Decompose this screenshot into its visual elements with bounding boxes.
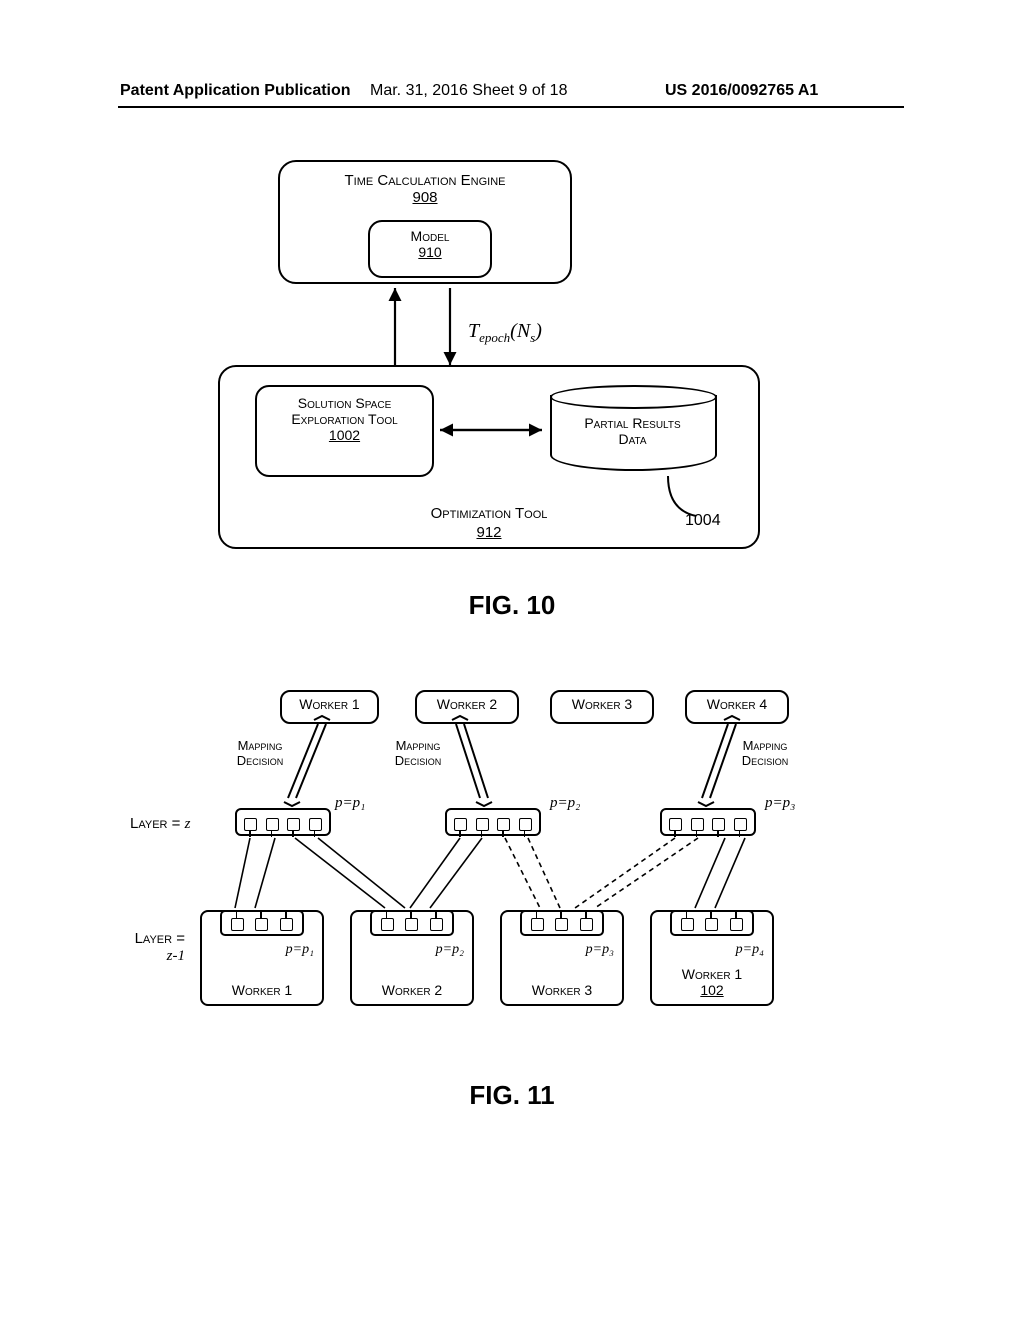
time-engine-ref: 908 (280, 189, 570, 206)
bottom-worker1: p=p₁ Worker 1 (200, 910, 324, 1006)
bottom-worker3: p=p₃ Worker 3 (500, 910, 624, 1006)
sse-ref: 1002 (257, 427, 432, 443)
page: Patent Application Publication Mar. 31, … (0, 0, 1024, 1320)
cyl-line1: Partial Results (550, 415, 715, 431)
opt-tool-title: Optimization Tool (220, 505, 758, 522)
cylinder-ref: 1004 (685, 512, 721, 530)
time-engine-title: Time Calculation Engine (280, 172, 570, 189)
model-ref: 910 (370, 244, 490, 260)
cyl-line2: Data (550, 431, 715, 447)
time-calculation-engine-box: Time Calculation Engine 908 Model 910 (278, 160, 572, 284)
header-mid: Mar. 31, 2016 Sheet 9 of 18 (370, 82, 567, 100)
model-box: Model 910 (368, 220, 492, 278)
mapping-label-1: Mapping Decision (220, 738, 300, 768)
header-left: Patent Application Publication (120, 82, 351, 100)
sse-line1: Solution Space (257, 395, 432, 411)
p3-label: p=p₃ (765, 795, 795, 812)
solution-space-exploration-box: Solution Space Exploration Tool 1002 (255, 385, 434, 477)
worker2-box: Worker 2 (415, 690, 519, 724)
mapping-label-2: Mapping Decision (378, 738, 458, 768)
layer-z-group-1 (235, 808, 331, 836)
worker4-box: Worker 4 (685, 690, 789, 724)
fig10-caption: FIG. 10 (0, 590, 1024, 621)
layer-z-group-2 (445, 808, 541, 836)
worker1-box: Worker 1 (280, 690, 379, 724)
figure-10: Time Calculation Engine 908 Model 910 Te… (218, 160, 758, 560)
worker3-box: Worker 3 (550, 690, 654, 724)
model-title: Model (370, 228, 490, 244)
optimization-tool-box: Solution Space Exploration Tool 1002 Par… (218, 365, 760, 549)
p1-label: p=p₁ (335, 795, 365, 812)
bottom-worker2: p=p₂ Worker 2 (350, 910, 474, 1006)
header-right: US 2016/0092765 A1 (665, 82, 818, 100)
p2-label: p=p₂ (550, 795, 580, 812)
opt-tool-ref: 912 (220, 524, 758, 541)
bottom-worker4: p=p₄ Worker 1 102 (650, 910, 774, 1006)
layer-z-group-3 (660, 808, 756, 836)
layer-z-label: Layer = z (130, 815, 190, 833)
partial-results-cylinder: Partial Results Data (550, 385, 715, 479)
t-epoch-label: Tepoch(Ns) (468, 320, 542, 346)
layer-zm1-label: Layer = z-1 (110, 930, 185, 965)
mapping-label-4: Mapping Decision (725, 738, 805, 768)
figure-11: Worker 1 Worker 2 Worker 3 Worker 4 Mapp… (130, 690, 870, 1060)
fig11-caption: FIG. 11 (0, 1080, 1024, 1111)
header-rule (118, 106, 904, 108)
sse-line2: Exploration Tool (257, 411, 432, 427)
